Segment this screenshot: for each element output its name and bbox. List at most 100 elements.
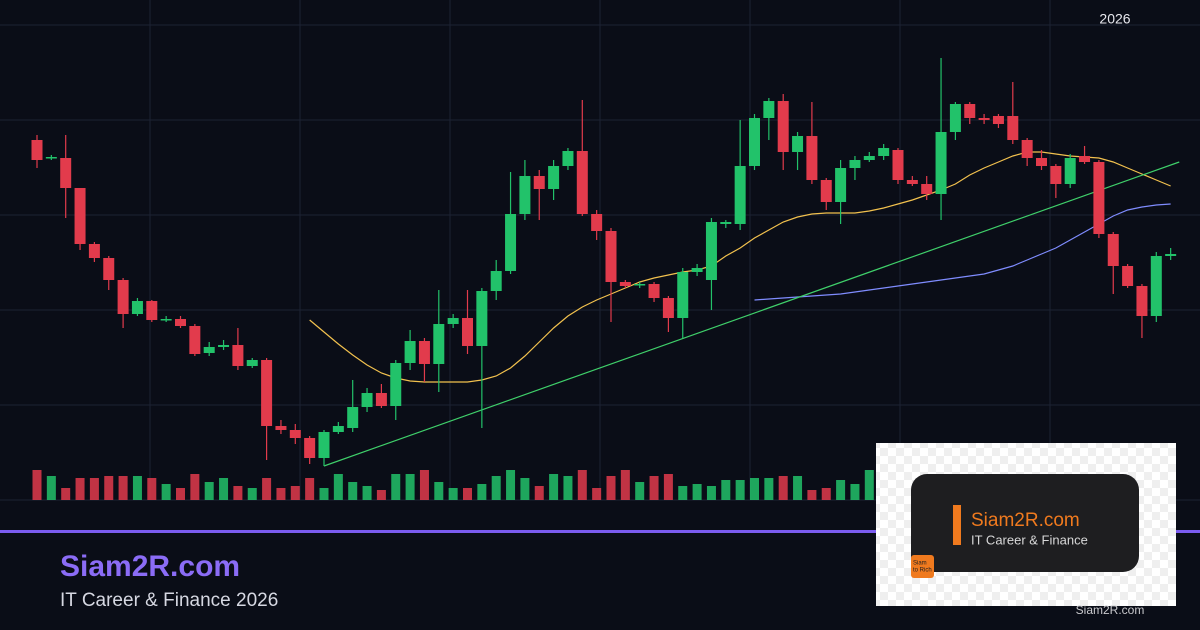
candle-body — [691, 268, 703, 272]
candle-body — [45, 157, 57, 159]
candle-body — [462, 318, 473, 346]
volume-bar — [147, 478, 157, 500]
candle-body — [792, 136, 804, 152]
candle-body — [1122, 266, 1134, 286]
candle-body — [605, 231, 617, 282]
volume-bar — [434, 482, 444, 500]
logo — [911, 555, 934, 578]
candle-body — [103, 258, 115, 280]
candle-body — [375, 393, 387, 406]
candle-body — [548, 166, 560, 189]
candle-body — [131, 301, 143, 314]
candle-body — [390, 363, 402, 406]
candle-body — [447, 318, 459, 324]
volume-bar — [276, 488, 286, 500]
volume-bar — [32, 470, 42, 500]
candle-body — [863, 156, 875, 160]
candle-body — [88, 244, 100, 258]
candle-body — [117, 280, 129, 314]
candle-body — [619, 282, 631, 286]
candle-body — [835, 168, 847, 202]
candle-body — [820, 180, 832, 202]
candle-body — [1165, 254, 1177, 256]
candle-body — [146, 301, 158, 320]
volume-bar — [821, 488, 831, 500]
candle-body — [935, 132, 947, 194]
volume-bar — [836, 480, 846, 500]
volume-bar — [405, 474, 415, 500]
candle-body — [634, 284, 646, 286]
volume-bar — [764, 478, 774, 500]
volume-bar — [649, 476, 659, 500]
candle-body — [347, 407, 359, 428]
card-title: Siam2R.com — [971, 510, 1080, 531]
candle-body — [476, 291, 488, 346]
card — [911, 474, 1139, 572]
volume-bar — [319, 488, 329, 500]
volume-bar — [204, 482, 214, 500]
volume-bar — [750, 478, 759, 500]
candle-body — [949, 104, 961, 132]
volume-bar — [448, 488, 458, 500]
volume-bar — [219, 478, 229, 500]
candle-body — [648, 284, 660, 298]
volume-bar — [592, 488, 602, 500]
candle-body — [992, 116, 1004, 124]
candle-body — [720, 222, 732, 224]
candle-body — [533, 176, 545, 189]
trendline — [323, 161, 1180, 467]
candle-body — [734, 166, 746, 224]
card-subtitle: IT Career & Finance — [971, 532, 1088, 547]
volume-bar — [534, 486, 544, 500]
volume-bar — [735, 480, 745, 500]
candle-body — [246, 360, 258, 366]
candle-body — [576, 151, 588, 214]
candle-body — [878, 148, 890, 156]
candle-body — [433, 324, 445, 364]
volume-bar — [132, 476, 142, 500]
candle-body — [60, 158, 72, 188]
volume-bar — [362, 486, 372, 500]
volume-bar — [419, 470, 429, 500]
logo-line: to Rich — [913, 568, 932, 574]
candle-body — [160, 319, 172, 321]
candle-body — [1036, 158, 1047, 166]
candle-body — [892, 150, 904, 180]
volume-bar — [506, 470, 516, 500]
candle-body — [1093, 162, 1105, 234]
candle-body — [289, 430, 301, 438]
candle-body — [218, 345, 230, 347]
volume-bar — [348, 482, 358, 500]
volume-bar — [692, 484, 702, 500]
candle-body — [777, 101, 789, 152]
volume-bar — [850, 484, 860, 500]
volume-bar — [333, 474, 343, 500]
candle-body — [978, 118, 990, 120]
volume-bar — [491, 476, 501, 500]
candle-body — [519, 176, 531, 214]
volume-bar — [793, 476, 803, 500]
volume-bar — [463, 488, 472, 500]
volume-bar — [477, 484, 487, 500]
candle-body — [189, 326, 201, 354]
volume-bar — [190, 474, 200, 500]
candle-body — [318, 432, 330, 458]
candle-body — [677, 272, 689, 318]
volume-bar — [61, 488, 71, 500]
candle-body — [175, 319, 186, 326]
volume-bar — [391, 474, 401, 500]
candle-body — [418, 341, 430, 364]
candle-body — [332, 426, 344, 432]
volume-bar — [161, 484, 171, 500]
volume-bar — [46, 476, 56, 500]
candle-body — [964, 104, 976, 118]
candle-body — [763, 101, 775, 118]
volume-bar — [635, 482, 645, 500]
candle-body — [304, 438, 316, 458]
candle-body — [1107, 234, 1119, 266]
volume-bar — [376, 490, 386, 500]
candle-body — [232, 345, 244, 366]
candle-body — [1021, 140, 1033, 158]
volume-bar — [549, 474, 559, 500]
candle-body — [705, 222, 717, 280]
